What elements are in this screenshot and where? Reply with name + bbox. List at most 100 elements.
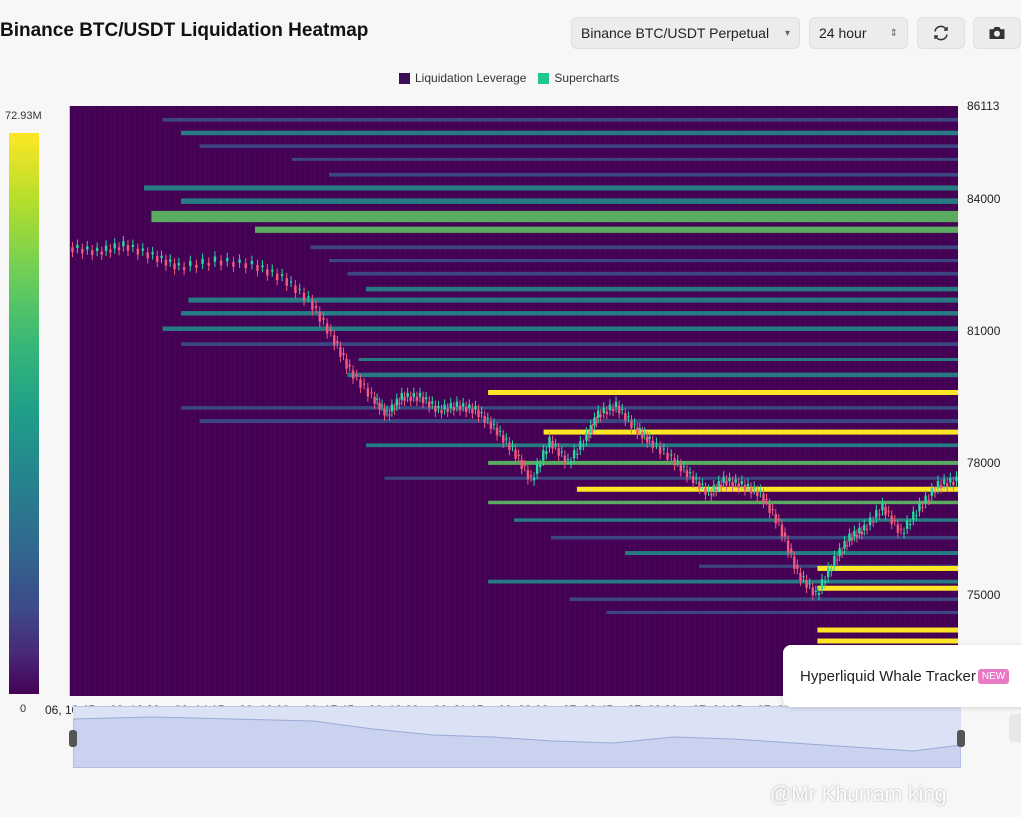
navigator-left-handle[interactable] [69,730,77,747]
candle-body[interactable] [136,248,140,255]
time-range-select[interactable]: 24 hour ⇕ [809,17,908,49]
candle-body[interactable] [406,392,409,397]
candle-body[interactable] [156,256,159,262]
candle-body[interactable] [636,427,639,434]
liquidation-band[interactable] [162,326,959,331]
candle-body[interactable] [307,296,310,298]
candle-body[interactable] [560,451,563,453]
candle-body[interactable] [918,502,921,512]
candle-body[interactable] [655,442,658,444]
candle-body[interactable] [434,405,437,412]
liquidation-band[interactable] [358,357,959,361]
candle-body[interactable] [443,404,446,410]
candle-body[interactable] [614,401,618,408]
candle-body[interactable] [126,245,130,251]
liquidation-band[interactable] [569,597,959,601]
candle-body[interactable] [701,483,704,485]
candle-body[interactable] [927,499,930,501]
liquidation-band[interactable] [329,172,958,177]
candle-body[interactable] [942,479,946,485]
candle-body[interactable] [939,484,943,489]
candle-body[interactable] [348,364,351,367]
candle-body[interactable] [707,489,710,491]
candle-body[interactable] [285,278,288,286]
candle-body[interactable] [855,534,859,538]
liquidation-band[interactable] [181,198,958,204]
candle-body[interactable] [820,579,824,589]
candle-body[interactable] [100,251,103,255]
candle-body[interactable] [909,524,912,526]
candle-body[interactable] [643,432,646,435]
candle-body[interactable] [682,466,686,468]
candle-body[interactable] [585,432,588,441]
candle-body[interactable] [437,406,440,408]
candle-body[interactable] [777,519,781,521]
liquidation-band[interactable] [606,610,959,614]
liquidation-band[interactable] [488,460,958,465]
liquidation-band[interactable] [181,311,958,316]
candle-body[interactable] [872,521,875,523]
candle-body[interactable] [492,423,496,425]
candle-body[interactable] [375,398,379,400]
candle-body[interactable] [393,408,396,410]
candle-body[interactable] [746,483,750,487]
candle-body[interactable] [921,506,924,508]
candle-body[interactable] [823,581,827,584]
candle-body[interactable] [418,392,422,397]
candle-body[interactable] [409,396,412,401]
candle-body[interactable] [226,258,229,262]
candle-body[interactable] [76,244,79,249]
liquidation-band[interactable] [151,210,958,223]
liquidation-band[interactable] [384,476,959,480]
candle-body[interactable] [336,341,339,344]
candle-body[interactable] [452,407,456,411]
candle-body[interactable] [617,405,621,414]
liquidation-band[interactable] [144,185,958,191]
candle-body[interactable] [805,580,808,588]
candle-body[interactable] [532,477,536,481]
candle-body[interactable] [651,440,654,448]
candle-body[interactable] [415,396,419,401]
candle-body[interactable] [685,470,689,478]
candle-body[interactable] [638,428,641,430]
candle-body[interactable] [339,347,342,357]
legend-item-supercharts[interactable]: Supercharts [538,71,619,85]
candle-body[interactable] [740,480,744,485]
liquidation-band[interactable] [347,271,959,276]
liquidation-band[interactable] [817,585,958,591]
candle-body[interactable] [325,323,329,334]
candle-body[interactable] [725,480,728,486]
liquidation-band[interactable] [551,535,958,540]
candle-body[interactable] [302,292,306,301]
exchange-pair-select[interactable]: Binance BTC/USDT Perpetual ▾ [571,17,800,49]
candle-body[interactable] [483,415,486,423]
legend-item-liquidation[interactable]: Liquidation Leverage [399,71,526,85]
candle-body[interactable] [169,259,172,262]
candle-body[interactable] [542,450,545,461]
candle-body[interactable] [830,569,833,572]
candle-body[interactable] [890,515,893,525]
candle-body[interactable] [949,477,952,483]
candle-body[interactable] [412,392,415,397]
candle-body[interactable] [737,483,740,489]
candle-body[interactable] [141,248,144,251]
candle-body[interactable] [826,567,830,578]
liquidation-band[interactable] [292,157,958,161]
candle-body[interactable] [648,436,651,439]
candle-body[interactable] [762,493,765,503]
candle-body[interactable] [117,247,121,251]
candle-body[interactable] [244,263,247,269]
candle-body[interactable] [569,462,573,464]
candle-body[interactable] [151,252,154,255]
candle-body[interactable] [322,317,325,320]
candle-body[interactable] [868,517,872,526]
liquidation-band[interactable] [514,518,958,522]
candle-body[interactable] [311,300,314,310]
candle-body[interactable] [219,260,223,266]
candle-body[interactable] [793,556,796,569]
candle-body[interactable] [771,509,774,511]
candle-body[interactable] [698,481,701,489]
candle-body[interactable] [875,510,878,518]
candle-body[interactable] [421,396,425,404]
candle-body[interactable] [884,506,887,516]
